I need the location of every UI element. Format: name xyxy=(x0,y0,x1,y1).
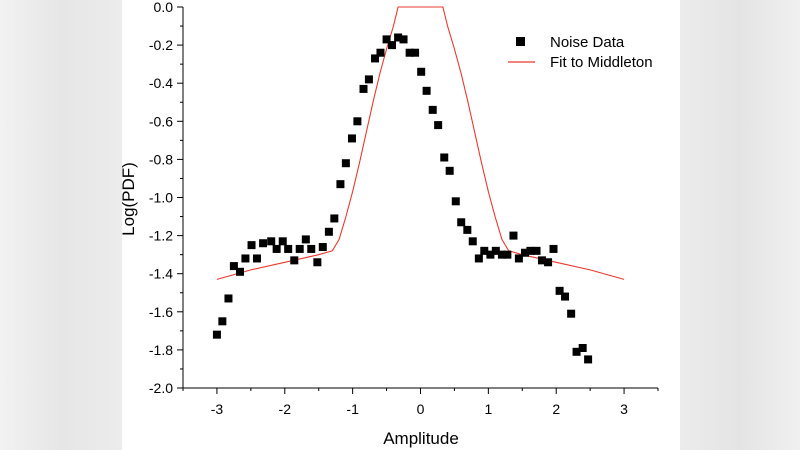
noise-data-point xyxy=(526,246,535,255)
x-tick-label: -3 xyxy=(211,401,224,417)
y-tick-label: -0.4 xyxy=(149,75,173,91)
noise-data-point xyxy=(422,86,431,95)
x-tick-label: -2 xyxy=(279,401,292,417)
noise-data-point xyxy=(521,248,529,257)
noise-data-point xyxy=(480,246,489,255)
noise-data-point xyxy=(347,134,356,143)
legend-label-noise-data: Noise Data xyxy=(550,34,625,51)
right-blurred-border xyxy=(680,0,800,450)
noise-data-point xyxy=(330,214,339,223)
noise-data-point xyxy=(341,159,350,168)
x-axis-title: Amplitude xyxy=(383,429,459,448)
y-tick-label: -0.8 xyxy=(149,151,173,167)
noise-data-point xyxy=(324,227,333,236)
noise-data-point xyxy=(474,254,483,263)
noise-data-point xyxy=(284,244,293,253)
noise-data-point xyxy=(218,317,227,326)
noise-data-point xyxy=(301,235,310,244)
noise-data-point xyxy=(434,121,443,130)
noise-data-point xyxy=(555,286,564,295)
noise-data-point xyxy=(229,262,238,271)
noise-data-point xyxy=(394,33,403,42)
legend-marker-noise-data xyxy=(516,37,525,46)
x-tick-label: 2 xyxy=(552,401,560,417)
noise-data-point xyxy=(405,48,414,57)
y-tick-label: -1.8 xyxy=(149,342,173,358)
x-tick-label: 0 xyxy=(417,401,425,417)
noise-data-point xyxy=(537,256,546,265)
noise-data-point xyxy=(514,254,523,263)
noise-data-point xyxy=(267,237,276,246)
noise-data-point xyxy=(236,267,244,276)
noise-data-point xyxy=(584,355,593,364)
noise-data-point xyxy=(376,48,385,57)
noise-data-point xyxy=(295,244,304,253)
noise-data-point xyxy=(544,258,553,267)
noise-data-point xyxy=(247,241,256,250)
noise-data-point xyxy=(272,244,281,253)
noise-data-point xyxy=(259,239,268,248)
noise-data-point xyxy=(278,237,287,246)
noise-data-point xyxy=(463,225,472,234)
x-tick-label: -1 xyxy=(346,401,359,417)
noise-data-point xyxy=(567,309,576,318)
noise-data-point xyxy=(417,67,426,76)
noise-data-point xyxy=(411,48,420,57)
left-blurred-border xyxy=(0,0,122,450)
y-tick-label: -1.2 xyxy=(149,228,173,244)
noise-data-point xyxy=(532,246,541,255)
noise-data-point xyxy=(497,250,506,259)
noise-data-point xyxy=(549,244,558,253)
noise-data-point xyxy=(445,166,454,175)
noise-data-point xyxy=(307,244,316,253)
noise-data-point xyxy=(503,250,512,259)
noise-data-point xyxy=(290,256,299,265)
y-tick-label: -0.6 xyxy=(149,113,173,129)
noise-data-point xyxy=(399,35,408,44)
noise-data-point xyxy=(388,41,396,50)
noise-data-point xyxy=(572,347,581,356)
noise-data-point xyxy=(578,343,587,352)
noise-data-point xyxy=(371,54,380,63)
y-tick-label: -1.4 xyxy=(149,266,173,282)
legend-label-fit: Fit to Middleton xyxy=(550,54,653,71)
y-tick-label: -0.2 xyxy=(149,37,173,53)
noise-data-point xyxy=(561,292,570,301)
noise-data-point xyxy=(224,294,233,303)
noise-data-point xyxy=(241,254,250,263)
noise-data-point xyxy=(212,330,221,339)
noise-data-point xyxy=(382,35,391,44)
x-tick-label: 1 xyxy=(484,401,492,417)
fit-curve-line xyxy=(216,6,625,280)
noise-data-point xyxy=(364,75,373,84)
y-tick-label: -2.0 xyxy=(149,380,173,396)
noise-data-point xyxy=(428,105,437,114)
noise-data-point xyxy=(440,153,449,162)
y-tick-label: -1.6 xyxy=(149,304,173,320)
noise-data-point xyxy=(252,254,261,263)
noise-data-point xyxy=(457,218,466,227)
noise-data-point xyxy=(313,258,322,267)
noise-data-point xyxy=(486,250,495,259)
y-axis-title: Log(PDF) xyxy=(119,162,138,236)
noise-data-point xyxy=(451,197,460,206)
noise-data-point xyxy=(509,231,518,240)
y-tick-label: 0.0 xyxy=(154,0,174,15)
noise-data-point xyxy=(468,237,477,246)
noise-data-point xyxy=(359,84,368,93)
noise-data-point xyxy=(491,246,500,255)
noise-data-point xyxy=(353,117,362,126)
noise-data-point xyxy=(336,180,345,189)
chart-panel xyxy=(122,0,680,450)
x-tick-label: 3 xyxy=(620,401,628,417)
y-tick-label: -1.0 xyxy=(149,190,173,206)
noise-data-point xyxy=(318,243,327,252)
legend: Noise Data Fit to Middleton xyxy=(508,34,653,71)
